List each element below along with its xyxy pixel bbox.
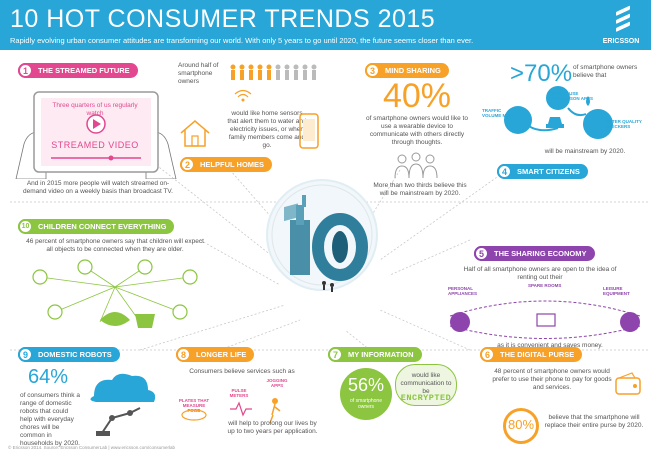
trend-1-body: And in 2015 more people will watch strea…: [23, 180, 173, 195]
trend-10-badge: 10 CHILDREN CONNECT EVERYTHING: [18, 219, 175, 234]
trend-6-label: THE DIGITAL PURSE: [500, 350, 575, 359]
trend-9-label: DOMESTIC ROBOTS: [38, 350, 112, 359]
trend-6-circle: [503, 408, 539, 444]
trend-6-big: 80%: [507, 417, 535, 432]
health-apps-illustration: [181, 398, 281, 424]
trend-10-number: 10: [18, 219, 33, 234]
trend-4-big: >70%: [510, 60, 573, 87]
trend-8-item-2: PULSE METERS: [229, 388, 249, 398]
trend-9-big: 64%: [28, 366, 69, 388]
trend-3-badge: 3 MIND SHARING: [365, 63, 449, 78]
trend-6-number: 6: [480, 347, 495, 362]
trend-8-badge: 8 LONGER LIFE: [176, 347, 255, 362]
trend-6-body: 48 percent of smartphone owners would pr…: [492, 368, 612, 391]
people-row-icon: [230, 64, 317, 80]
trend-2-badge: 2 HELPFUL HOMES: [180, 157, 273, 172]
sharing-illustration: [449, 300, 641, 339]
trend-8-top: Consumers believe services such as: [189, 368, 295, 375]
trend-4-label: SMART CITIZENS: [517, 167, 580, 176]
smartphone-icon: [299, 113, 319, 149]
trend-3-body: of smartphone owners would like to use a…: [366, 115, 468, 146]
trend-7-circle: [340, 368, 392, 420]
trend-5-label: THE SHARING ECONOMY: [494, 249, 587, 258]
trend-7-big-sub: of smartphone owners: [350, 398, 382, 410]
people-group-icon: [394, 152, 438, 179]
wallet-icon: [615, 372, 641, 395]
trend-6-foot: believe that the smartphone will replace…: [544, 414, 644, 429]
trend-3-label: MIND SHARING: [385, 66, 441, 75]
trend-5-body: Half of all smartphone owners are open t…: [463, 266, 617, 281]
trend-7-label: MY INFORMATION: [348, 350, 414, 359]
trend-8-number: 8: [176, 347, 191, 362]
trend-7-bubble: [395, 364, 457, 406]
trend-4-badge: 4 SMART CITIZENS: [497, 164, 588, 179]
trend-7-encrypted: ENCRYPTED: [400, 393, 452, 403]
trend-2-top: Around half of smartphone owners: [178, 62, 219, 85]
trend-8-body: will help to prolong our lives by up to …: [227, 420, 318, 435]
trend-4-app-3: WATER QUALITY CHECKERS: [605, 119, 642, 129]
ericsson-logo-icon: [616, 5, 630, 32]
tablet-hands-illustration: [15, 91, 177, 179]
trend-4-app-2: TRAFFIC VOLUME MAPS: [482, 108, 516, 118]
trend-4-foot: will be mainstream by 2020.: [544, 148, 626, 155]
footer-source: © Ericsson 2014. Source: Ericsson Consum…: [8, 445, 176, 450]
trend-8-item-3: JOGGING APPS: [266, 378, 288, 388]
trend-7-bubble-text: would like communication to be: [400, 372, 452, 395]
center-10-illustration: [266, 179, 378, 292]
trend-5-foot: as it is convenient and saves money.: [497, 342, 603, 349]
trend-3-big: 40%: [382, 77, 452, 115]
trend-4-top: of smartphone owners believe that: [573, 64, 638, 79]
trend-1-badge: 1 THE STREAMED FUTURE: [18, 63, 138, 78]
trend-9-body: of consumers think a range of domestic r…: [20, 392, 80, 447]
trend-5-item-3: LEISURE EQUIPMENT: [603, 286, 630, 296]
trend-9-badge: 9 DOMESTIC ROBOTS: [18, 347, 120, 362]
house-icon: [180, 120, 210, 147]
smart-city-apps-illustration: [504, 86, 613, 139]
trend-10-body: 46 percent of smartphone owners say that…: [26, 238, 204, 253]
trend-1-number: 1: [18, 63, 33, 78]
trend-2-number: 2: [180, 157, 195, 172]
trend-2-body: would like home sensors that alert them …: [227, 110, 307, 149]
wifi-icon: [234, 89, 252, 102]
robot-arm-cloud-icon: [90, 373, 156, 436]
trend-3-number: 3: [365, 63, 380, 78]
trend-7-badge: 7 MY INFORMATION: [328, 347, 422, 362]
trend-9-number: 9: [18, 347, 33, 362]
connected-objects-illustration: [32, 259, 198, 328]
trend-1-screen-label: STREAMED VIDEO: [51, 140, 139, 150]
trend-3-foot: More than two thirds believe this will b…: [373, 182, 467, 197]
trend-5-badge: 5 THE SHARING ECONOMY: [474, 246, 595, 261]
trend-4-app-1: ENERGY USE COMPARISON APPS: [549, 91, 594, 101]
trend-5-item-2: SPARE ROOMS: [528, 283, 562, 288]
trend-7-number: 7: [328, 347, 343, 362]
trend-1-screen-text: Three quarters of us regularly watch: [52, 102, 138, 117]
page-subtitle: Rapidly evolving urban consumer attitude…: [10, 36, 474, 45]
trend-2-label: HELPFUL HOMES: [200, 160, 265, 169]
trend-5-item-1: PERSONAL APPLIANCES: [448, 286, 478, 296]
trend-10-label: CHILDREN CONNECT EVERYTHING: [38, 222, 167, 231]
page-title: 10 HOT CONSUMER TRENDS 2015: [10, 5, 436, 33]
trend-6-badge: 6 THE DIGITAL PURSE: [480, 347, 583, 362]
trend-1-label: THE STREAMED FUTURE: [38, 66, 130, 75]
trend-4-number: 4: [497, 164, 512, 179]
trend-8-label: LONGER LIFE: [196, 350, 247, 359]
trend-7-big: 56%: [347, 375, 385, 395]
trend-5-number: 5: [474, 246, 489, 261]
header-bar: [0, 0, 651, 50]
logo-text: ERICSSON: [602, 38, 640, 45]
